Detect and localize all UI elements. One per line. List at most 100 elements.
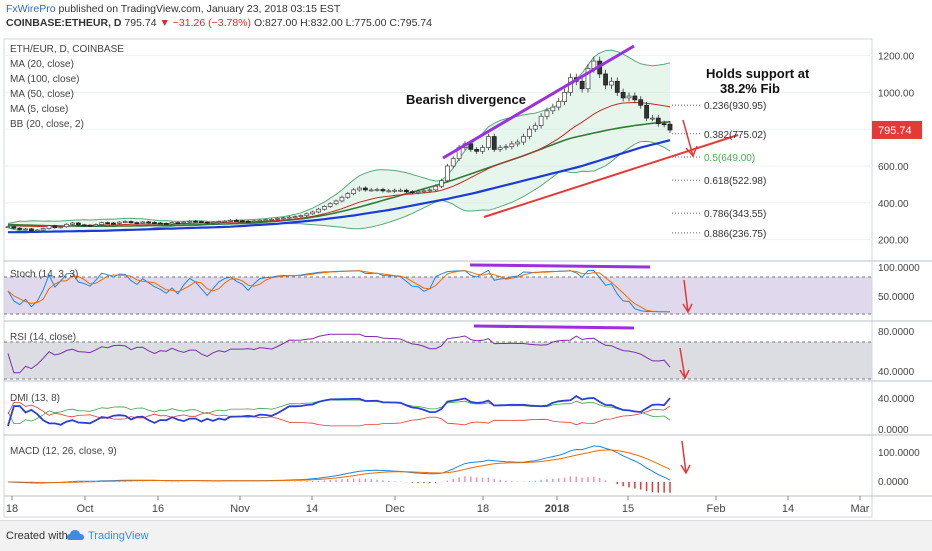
ma100-line [8, 139, 671, 234]
candle-body [421, 190, 427, 193]
stoch-divergence-line[interactable] [469, 263, 651, 269]
candle-body [157, 222, 163, 225]
candle-body [193, 220, 198, 223]
candle-body [128, 221, 134, 224]
candle-body [23, 228, 28, 231]
stoch-legend: Stoch (14, 3, 3) [10, 269, 78, 280]
candle-body [614, 80, 620, 93]
candle-body [34, 229, 40, 232]
candle-body [491, 136, 497, 150]
candle-body [310, 211, 316, 215]
ma20-line [7, 101, 671, 227]
tradingview-link[interactable]: TradingView [88, 530, 149, 542]
candle-body [316, 208, 321, 213]
candle-body [509, 143, 515, 148]
candle-body [251, 220, 257, 223]
candle-body [75, 222, 81, 226]
candle-body [550, 106, 556, 112]
ma50-line [7, 121, 671, 227]
candle-body [93, 224, 99, 227]
candle-body [362, 187, 368, 191]
candle-body [503, 146, 509, 149]
candle-body [638, 99, 644, 106]
candle-body [163, 223, 169, 225]
candle-body [58, 226, 64, 229]
candle-body [304, 213, 310, 217]
down-arrow-stoch [682, 279, 693, 314]
price-axis-tick: 400.00 [878, 199, 909, 210]
chart-canvas[interactable]: Bearish divergence Holds support at 38.2… [0, 36, 932, 520]
rsi-line [7, 333, 671, 374]
candle-body [667, 123, 673, 131]
candle-body [339, 196, 345, 202]
candle-body [169, 222, 175, 225]
candle-body [52, 225, 58, 229]
candle-body [298, 215, 304, 218]
candle-body [650, 117, 655, 120]
candle-body [210, 221, 216, 224]
candle-body [526, 128, 532, 137]
candle-body [374, 189, 380, 191]
divergence-trendline[interactable] [442, 44, 635, 160]
time-axis-label: 18 [6, 503, 18, 515]
current-price-label: 795.74 [878, 125, 912, 137]
candle-body [620, 91, 626, 99]
candle-body [380, 189, 386, 192]
candle-body [632, 95, 638, 101]
chart-header: FxWirePro published on TradingView.com, … [6, 2, 432, 30]
fib-level-label: 0.786(343.55) [704, 209, 766, 220]
stoch-d-line [7, 270, 671, 313]
candle-body [409, 191, 415, 194]
candle-body [485, 136, 491, 148]
price-axis-tick: 600.00 [878, 162, 909, 173]
publisher-link[interactable]: FxWirePro [6, 3, 56, 15]
support-annotation-line2: 38.2% Fib [720, 81, 780, 96]
candle-body [286, 216, 292, 219]
rsi-divergence-line[interactable] [473, 324, 635, 330]
candle-body [140, 221, 146, 224]
candle-body [626, 95, 632, 99]
fib-level-label: 0.236(930.95) [704, 101, 766, 112]
macd-tick-100: 100.0000 [878, 448, 920, 459]
candle-body [99, 222, 105, 225]
price-legend-ma50: MA (50, close) [10, 89, 74, 100]
candle-body [175, 222, 181, 225]
price-change: ▼ −31.26 (−3.78%) [159, 17, 252, 29]
time-axis-label: Oct [76, 503, 93, 515]
last-price: 795.74 [124, 17, 157, 29]
candle-body [351, 189, 357, 194]
candle-body [5, 226, 11, 229]
rsi-band [4, 342, 872, 379]
candle-body [415, 190, 421, 194]
price-legend-ma20: MA (20, close) [10, 59, 74, 70]
down-arrow-macd [680, 440, 691, 475]
time-axis-label: 14 [782, 503, 794, 515]
candle-body [122, 221, 128, 223]
candle-body [111, 222, 116, 225]
time-axis-label: 14 [306, 503, 318, 515]
candle-body [81, 224, 87, 227]
created-with-text: Created with [6, 530, 68, 542]
candle-body [609, 80, 614, 86]
candle-body [146, 221, 152, 224]
dmi-tick-40: 40.0000 [878, 394, 915, 405]
candle-body [239, 220, 245, 223]
rsi-legend: RSI (14, close) [10, 332, 76, 343]
fib-level-label: 0.382(775.02) [704, 130, 766, 141]
price-legend-symbol: ETH/EUR, D, COINBASE [10, 44, 124, 55]
candle-body [222, 220, 228, 223]
candle-body [427, 189, 433, 192]
divergence-annotation: Bearish divergence [406, 92, 526, 107]
candle-body [345, 193, 351, 198]
candle-body [64, 223, 69, 228]
candle-body [532, 125, 538, 130]
adx-line [7, 395, 671, 427]
rsi-tick-40: 40.0000 [878, 367, 915, 378]
time-axis-label: Nov [230, 503, 250, 515]
price-axis-tick: 200.00 [878, 236, 909, 247]
tradingview-cloud-icon [67, 530, 84, 540]
candle-body [216, 221, 222, 223]
time-axis-label: 16 [152, 503, 164, 515]
fib-level-label: 0.618(522.98) [704, 176, 766, 187]
candle-body [661, 123, 667, 126]
